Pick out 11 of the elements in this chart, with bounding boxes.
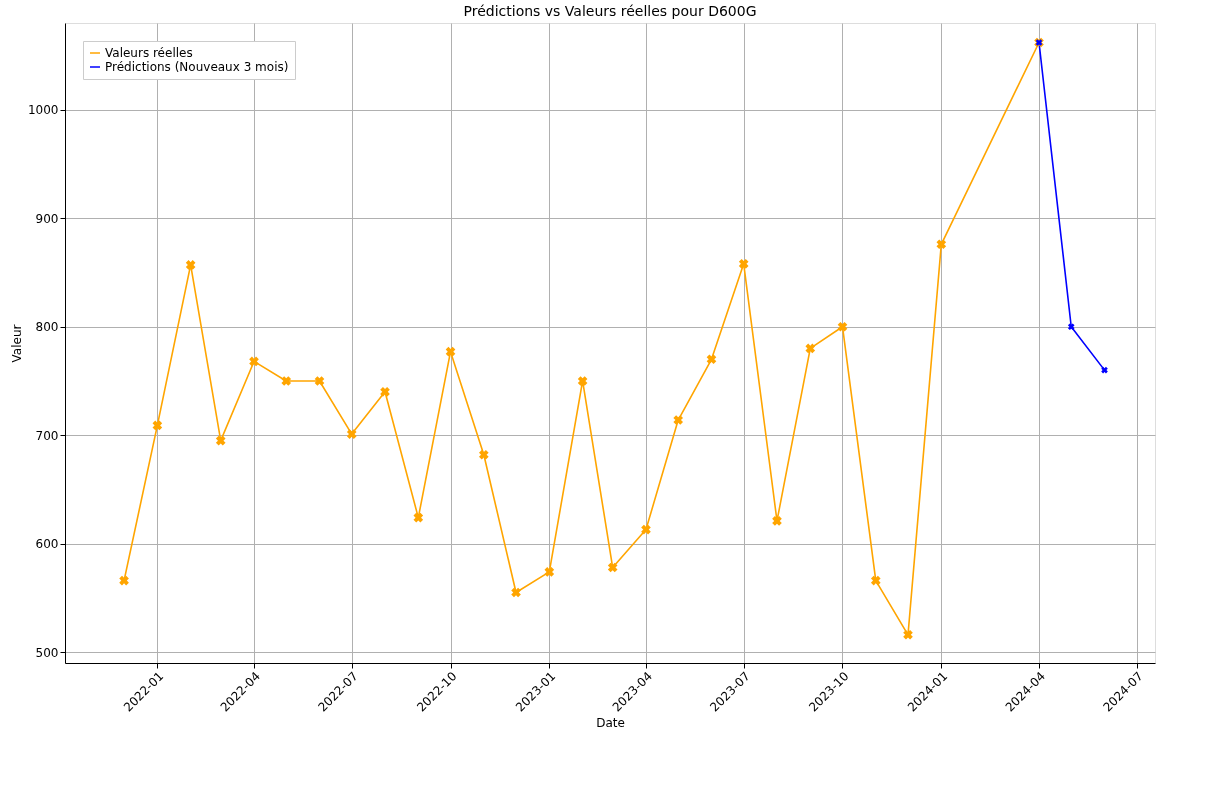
y-tick-label: 500	[35, 645, 59, 660]
y-tick-label: 900	[35, 211, 59, 226]
legend-label: Prédictions (Nouveaux 3 mois)	[105, 60, 289, 74]
y-tick-label: 600	[35, 537, 59, 552]
y-tick-label: 700	[35, 428, 59, 443]
chart-title: Prédictions vs Valeurs réelles pour D600G	[463, 3, 757, 19]
legend-label: Valeurs réelles	[105, 46, 193, 60]
x-axis-title: Date	[596, 715, 625, 730]
y-tick-label: 1000	[27, 103, 59, 118]
y-axis-title: Valeur	[9, 324, 24, 363]
y-tick-label: 800	[35, 320, 59, 335]
